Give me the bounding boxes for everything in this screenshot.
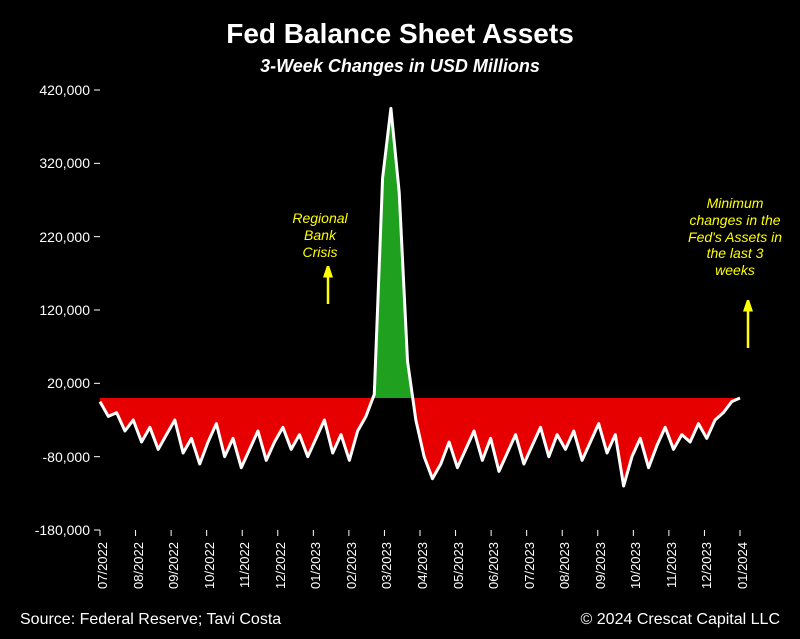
x-tick-label: 04/2023: [415, 542, 430, 589]
x-tick-label: 07/2022: [95, 542, 110, 589]
annotation-regional-bank-crisis: RegionalBankCrisis: [280, 210, 360, 260]
annotation-text-2: Minimumchanges in theFed's Assets inthe …: [688, 195, 782, 278]
x-tick-label: 12/2022: [273, 542, 288, 589]
annotation-minimum-changes: Minimumchanges in theFed's Assets inthe …: [680, 195, 790, 279]
y-tick-label: 320,000: [20, 155, 90, 171]
x-tick-label: 06/2023: [486, 542, 501, 589]
x-tick-label: 01/2024: [735, 542, 750, 589]
footer-copyright: © 2024 Crescat Capital LLC: [581, 611, 780, 629]
x-tick-label: 12/2023: [699, 542, 714, 589]
chart-title: Fed Balance Sheet Assets: [0, 18, 800, 50]
plot-svg: [100, 90, 740, 530]
x-tick-label: 05/2023: [451, 542, 466, 589]
y-tick-label: 220,000: [20, 229, 90, 245]
x-tick-label: 11/2023: [664, 542, 679, 588]
chart-subtitle: 3-Week Changes in USD Millions: [0, 56, 800, 77]
x-tick-label: 01/2023: [308, 542, 323, 589]
arrow-icon: [740, 300, 760, 350]
plot-area: [100, 90, 740, 530]
x-tick-label: 10/2023: [628, 542, 643, 589]
x-tick-label: 09/2023: [593, 542, 608, 589]
y-tick-label: 20,000: [20, 375, 90, 391]
x-tick-label: 10/2022: [202, 542, 217, 589]
x-tick-label: 02/2023: [344, 542, 359, 589]
x-tick-label: 08/2023: [557, 542, 572, 589]
y-tick-label: 420,000: [20, 82, 90, 98]
arrow-icon: [320, 266, 340, 306]
x-tick-label: 03/2023: [379, 542, 394, 589]
y-tick-label: -80,000: [20, 449, 90, 465]
y-tick-label: -180,000: [20, 522, 90, 538]
x-tick-label: 11/2022: [237, 542, 252, 588]
x-tick-label: 08/2022: [131, 542, 146, 589]
y-tick-label: 120,000: [20, 302, 90, 318]
annotation-text-1: RegionalBankCrisis: [292, 210, 347, 260]
chart-root: Fed Balance Sheet Assets 3-Week Changes …: [0, 0, 800, 639]
x-tick-label: 07/2023: [522, 542, 537, 589]
footer-source: Source: Federal Reserve; Tavi Costa: [20, 611, 281, 629]
x-tick-label: 09/2022: [166, 542, 181, 589]
negative-area: [100, 108, 740, 486]
